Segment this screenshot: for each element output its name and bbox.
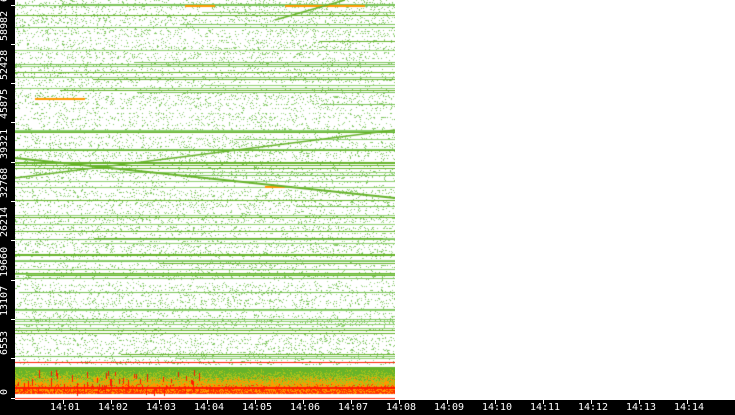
y-tick-label: 52428 <box>0 49 10 81</box>
y-tick-label: 65536 <box>0 0 11 2</box>
x-tick-label: 14:05 <box>241 402 273 413</box>
x-tick <box>591 400 592 404</box>
y-tick-label: 13107 <box>0 285 10 316</box>
x-tick-label: 14:01 <box>49 402 81 413</box>
y-tick <box>11 358 15 360</box>
y-tick-label: 32768 <box>0 167 10 198</box>
x-tick-label: 14:07 <box>337 402 369 413</box>
y-tick <box>11 397 15 399</box>
x-tick <box>207 400 208 404</box>
x-tick-label: 14:06 <box>289 402 321 413</box>
y-tick <box>11 279 15 281</box>
x-tick-label: 14:09 <box>433 402 465 413</box>
x-tick-label: 14:12 <box>577 402 609 413</box>
y-tick <box>11 201 15 202</box>
x-tick <box>63 400 64 404</box>
x-tick <box>495 400 496 404</box>
y-axis <box>0 0 15 400</box>
x-tick-label: 14:04 <box>193 402 225 413</box>
heatmap-plot <box>15 0 395 400</box>
x-tick-label: 14:08 <box>385 402 417 413</box>
y-tick-label: 19660 <box>0 246 10 277</box>
y-tick-label: 6553 <box>0 331 10 356</box>
y-tick <box>11 161 15 163</box>
x-tick <box>639 400 640 404</box>
x-tick-label: 14:11 <box>529 402 561 413</box>
y-tick-label: 58982 <box>0 10 10 41</box>
x-tick <box>399 400 400 404</box>
x-tick <box>687 400 688 404</box>
x-tick-label: 14:14 <box>673 402 705 413</box>
y-tick <box>11 318 15 320</box>
x-tick <box>303 400 304 404</box>
y-tick <box>11 43 15 45</box>
y-tick <box>11 83 15 85</box>
y-tick <box>11 122 15 124</box>
x-tick-label: 14:02 <box>97 402 129 413</box>
x-tick <box>447 400 448 404</box>
y-tick-label: 39321 <box>0 128 10 159</box>
x-tick-label: 14:03 <box>145 402 177 413</box>
x-axis <box>0 400 735 415</box>
y-tick <box>11 240 15 242</box>
y-tick-label: 26214 <box>0 207 10 238</box>
x-tick-label: 14:10 <box>481 402 513 413</box>
y-tick <box>11 4 15 6</box>
y-tick-label: 0 <box>0 388 10 395</box>
x-tick-label: 14:13 <box>625 402 657 413</box>
x-tick <box>255 400 256 404</box>
y-tick-label: 45875 <box>0 89 10 120</box>
x-tick <box>351 400 352 404</box>
x-tick <box>543 400 544 404</box>
x-tick <box>111 400 112 404</box>
x-tick <box>159 400 160 404</box>
